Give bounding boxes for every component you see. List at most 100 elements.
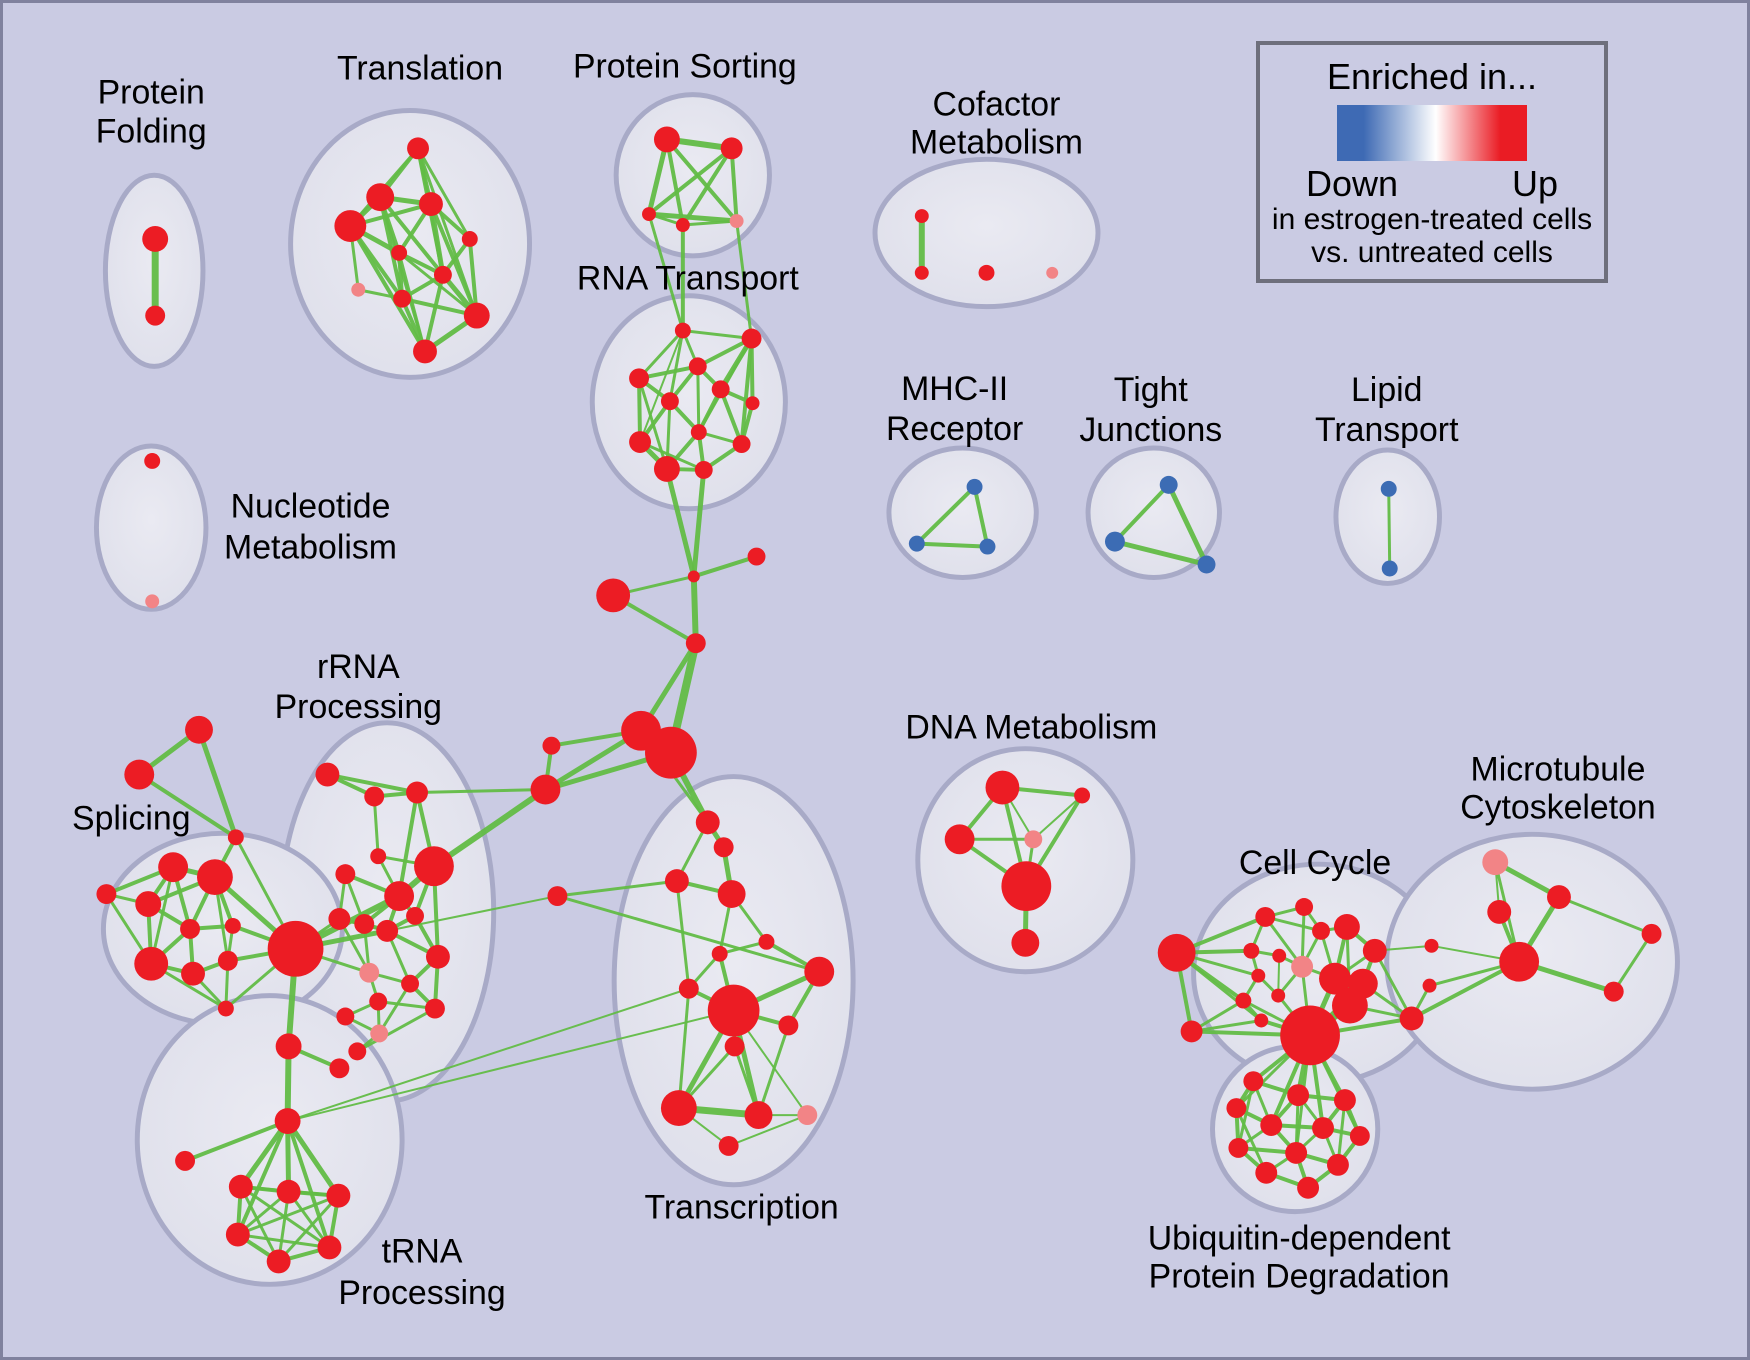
- node-red: [275, 1033, 302, 1060]
- node-red: [227, 829, 244, 846]
- node-red: [135, 891, 162, 917]
- node-red: [664, 869, 689, 894]
- node-red: [1333, 913, 1360, 940]
- edge: [914, 484, 977, 546]
- node-red: [747, 547, 766, 566]
- node-blue: [1381, 560, 1398, 577]
- node-red: [414, 846, 454, 887]
- node-red: [335, 864, 356, 885]
- edge: [325, 772, 420, 795]
- node-red: [758, 933, 775, 950]
- node-pink: [1482, 849, 1509, 876]
- node-red: [1399, 1006, 1424, 1031]
- node-red: [985, 770, 1020, 805]
- node-red: [660, 1090, 697, 1127]
- node-red: [744, 1101, 773, 1130]
- edge: [430, 786, 549, 870]
- node-red: [391, 244, 408, 261]
- node-red: [685, 633, 706, 654]
- node-red: [336, 1007, 355, 1026]
- edge: [638, 440, 706, 472]
- edge: [286, 1009, 735, 1123]
- node-red: [629, 368, 650, 389]
- node-red: [732, 435, 751, 454]
- edge: [718, 387, 744, 447]
- cluster-label-microtubule-cytoskeleton: Microtubule Cytoskeleton: [1460, 751, 1656, 827]
- edge: [664, 466, 697, 579]
- cluster-label-cell-cycle: Cell Cycle: [1239, 844, 1391, 882]
- node-red: [675, 218, 690, 232]
- node-red: [1349, 1126, 1370, 1146]
- edge: [729, 146, 739, 224]
- cluster-ellipse-dna-metabolism: [915, 746, 1136, 975]
- edge: [1557, 895, 1654, 936]
- edge: [664, 137, 685, 228]
- edge: [637, 329, 685, 380]
- cluster-label-mhc-ii-receptor: MHC-II Receptor: [886, 370, 1023, 448]
- node-red: [660, 392, 679, 411]
- node-red: [406, 781, 428, 804]
- node-red: [596, 578, 631, 613]
- node-red: [1326, 1153, 1349, 1176]
- node-red: [1255, 906, 1276, 927]
- edge: [1112, 482, 1171, 544]
- node-pink: [370, 1024, 389, 1043]
- node-red: [1280, 1005, 1340, 1066]
- node-red: [1487, 900, 1512, 924]
- edge: [555, 879, 679, 898]
- node-red: [185, 715, 213, 744]
- node-red: [376, 919, 399, 942]
- node-red: [1271, 988, 1286, 1003]
- edge: [555, 894, 821, 974]
- edge: [681, 329, 754, 341]
- node-red: [711, 945, 728, 962]
- node-red: [707, 984, 760, 1037]
- node-red: [1603, 981, 1624, 1002]
- cluster-ellipse-protein-sorting: [613, 92, 772, 259]
- node-red: [1312, 1117, 1334, 1139]
- legend-box: Enriched in... Down Up in estrogen-treat…: [1256, 41, 1608, 283]
- node-red: [1297, 1176, 1320, 1199]
- cluster-ellipse-rna-transport: [589, 293, 788, 512]
- node-red: [1235, 992, 1252, 1009]
- cluster-label-nucleotide-metabolism: Nucleotide Metabolism: [224, 488, 397, 567]
- edge: [415, 788, 547, 794]
- node-red: [401, 974, 420, 993]
- edge: [647, 212, 685, 333]
- node-red: [547, 886, 568, 906]
- node-red: [276, 1179, 301, 1204]
- edge: [238, 1118, 291, 1190]
- edge: [1612, 932, 1654, 994]
- edge: [1112, 539, 1210, 568]
- edge: [236, 1233, 331, 1249]
- node-red: [144, 453, 161, 469]
- node-red: [134, 946, 169, 981]
- node-red: [317, 1235, 342, 1260]
- edge: [196, 727, 239, 840]
- node-red: [718, 1135, 739, 1156]
- node-pink: [729, 214, 744, 229]
- edge: [286, 987, 690, 1123]
- node-red: [1074, 787, 1091, 804]
- edge: [647, 146, 734, 217]
- node-red: [1228, 1137, 1249, 1158]
- node-red: [369, 992, 388, 1011]
- node-red: [694, 460, 713, 479]
- cluster-ellipse-mhc-ii-receptor: [886, 445, 1039, 580]
- edge: [727, 1114, 809, 1147]
- edge: [285, 1118, 341, 1199]
- node-red: [944, 824, 975, 855]
- legend-caption-line1: in estrogen-treated cells: [1271, 203, 1593, 236]
- node-red: [978, 264, 995, 281]
- node-red: [393, 289, 412, 308]
- node-red: [713, 837, 734, 858]
- node-red: [1424, 938, 1439, 953]
- node-red: [181, 961, 205, 986]
- node-red: [266, 1249, 291, 1274]
- edge: [1190, 1018, 1263, 1033]
- node-red: [463, 302, 490, 329]
- node-red: [267, 920, 324, 977]
- node-red: [1255, 1161, 1278, 1184]
- edge: [386, 895, 559, 932]
- edge: [416, 146, 472, 241]
